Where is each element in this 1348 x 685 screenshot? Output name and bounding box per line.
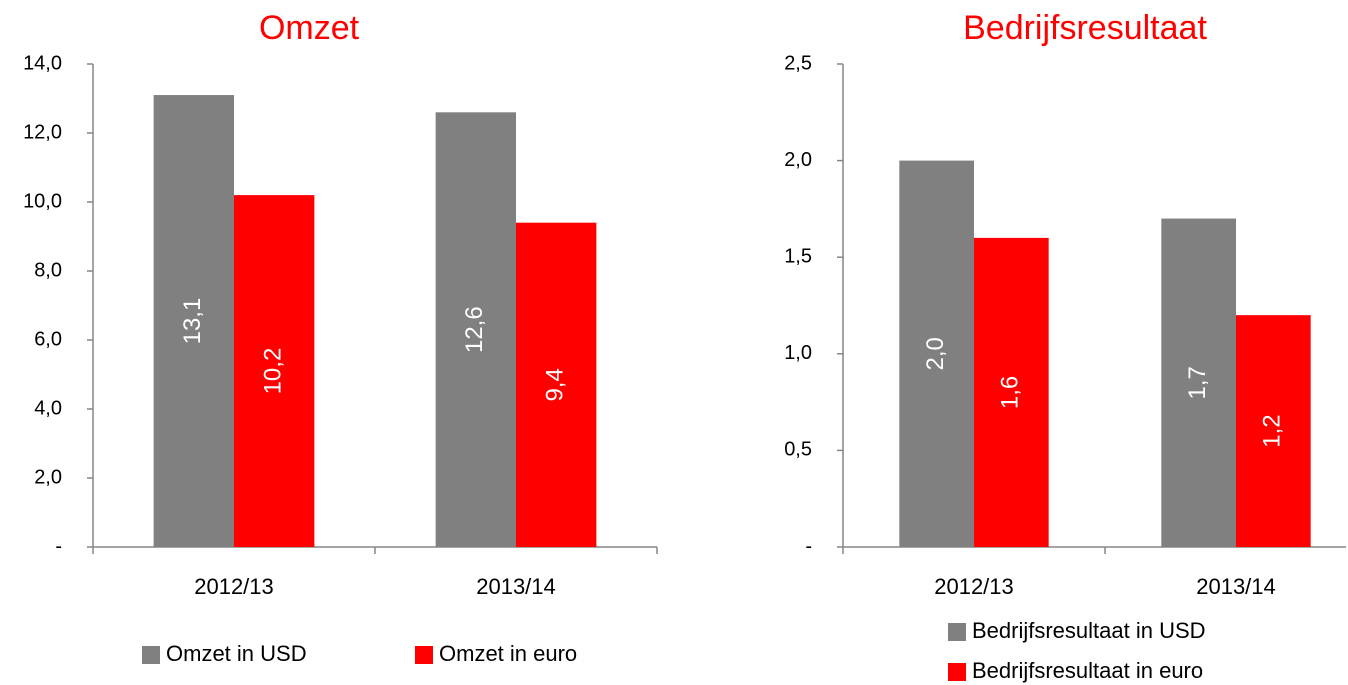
y-tick-label: 1,5 bbox=[784, 245, 812, 267]
y-tick-label: 2,5 bbox=[784, 52, 812, 74]
y-tick-label: 0,5 bbox=[784, 439, 812, 461]
value-label: 1,2 bbox=[1259, 414, 1286, 447]
y-tick-label: 10,0 bbox=[23, 190, 62, 212]
y-tick-label: 14,0 bbox=[23, 52, 62, 74]
legend-label: Omzet in euro bbox=[439, 641, 577, 666]
x-tick-label: 2012/13 bbox=[194, 574, 274, 599]
legend-label: Omzet in USD bbox=[166, 641, 307, 666]
bar bbox=[516, 222, 597, 547]
y-tick-label: 4,0 bbox=[34, 397, 62, 419]
value-label: 10,2 bbox=[260, 348, 287, 395]
bar bbox=[234, 195, 315, 547]
bar bbox=[1236, 315, 1311, 547]
bar bbox=[1161, 218, 1236, 547]
x-tick-label: 2013/14 bbox=[476, 574, 556, 599]
y-tick-label: 2,0 bbox=[784, 149, 812, 171]
chart: Omzet - 2,0 4,0 6,0 8,0 10,0 12,0 14,0 2012/13 13,… bbox=[23, 9, 658, 666]
x-tick-label: 2012/13 bbox=[934, 574, 1014, 599]
y-tick-label: 12,0 bbox=[23, 121, 62, 143]
y-tick-label: - bbox=[55, 535, 62, 557]
x-tick-label: 2013/14 bbox=[1196, 574, 1276, 599]
y-tick-label: 2,0 bbox=[34, 466, 62, 488]
y-tick-label: 6,0 bbox=[34, 328, 62, 350]
bar bbox=[435, 112, 516, 548]
bar bbox=[899, 160, 974, 547]
value-label: 9,4 bbox=[542, 368, 569, 401]
value-label: 13,1 bbox=[179, 298, 206, 345]
value-label: 1,7 bbox=[1184, 366, 1211, 399]
y-tick-label: 1,0 bbox=[784, 342, 812, 364]
legend-swatch bbox=[948, 663, 966, 681]
legend-label: Bedrijfsresultaat in USD bbox=[972, 618, 1206, 643]
legend-label: Bedrijfsresultaat in euro bbox=[972, 658, 1203, 683]
legend-swatch bbox=[415, 646, 433, 664]
bar bbox=[153, 95, 234, 548]
chart-title: Bedrijfsresultaat bbox=[963, 9, 1207, 47]
value-label: 1,6 bbox=[997, 376, 1024, 409]
legend-swatch bbox=[142, 646, 160, 664]
value-label: 2,0 bbox=[922, 337, 949, 370]
chart-title: Omzet bbox=[259, 9, 360, 47]
y-tick-label: 8,0 bbox=[34, 259, 62, 281]
y-tick-label: - bbox=[805, 535, 812, 557]
legend-swatch bbox=[948, 623, 966, 641]
bar bbox=[974, 237, 1049, 547]
value-label: 12,6 bbox=[461, 306, 488, 353]
chart: Bedrijfsresultaat - 0,5 1,0 1,5 2,0 2,5 2012/13… bbox=[784, 9, 1346, 683]
